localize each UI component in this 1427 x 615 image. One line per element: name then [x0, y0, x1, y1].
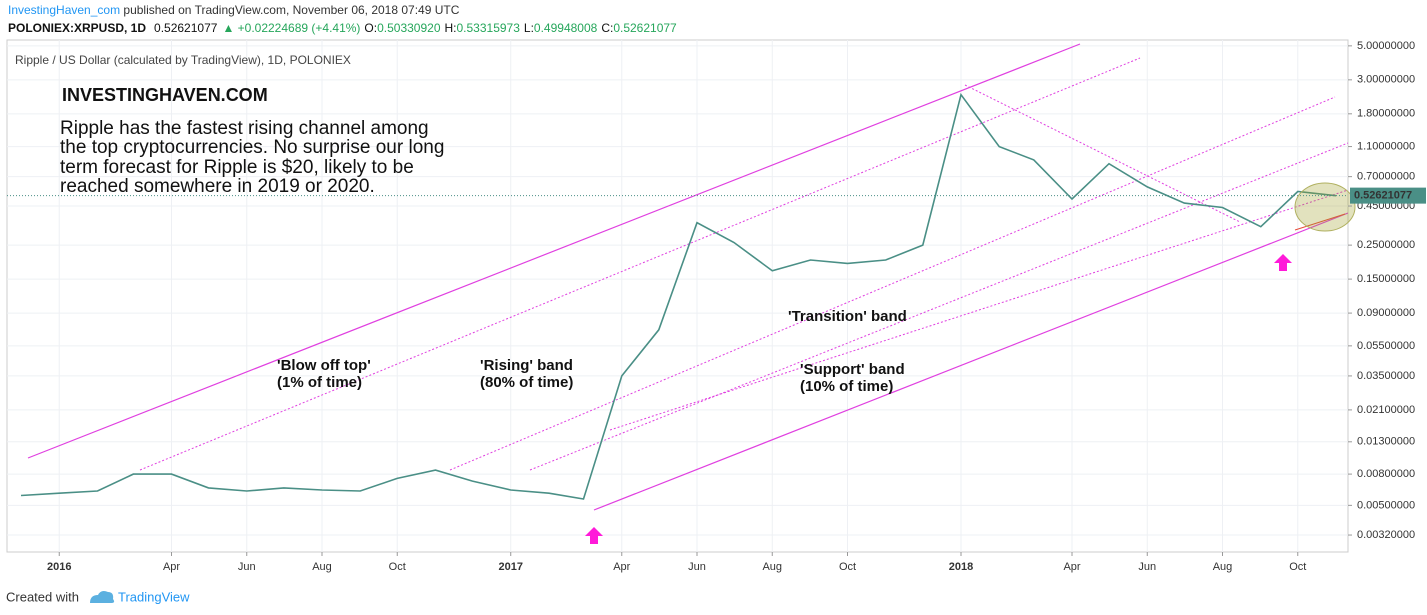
- note-line: Ripple has the fastest rising channel am…: [60, 118, 429, 139]
- channel-line: [609, 189, 1348, 431]
- x-tick-label: Apr: [1063, 561, 1080, 573]
- annotation: (10% of time): [800, 378, 893, 395]
- x-tick-label: Oct: [389, 561, 406, 573]
- y-tick-label: 0.70000000: [1357, 171, 1415, 183]
- trend-line: [964, 84, 1241, 223]
- annotation: 'Transition' band: [788, 308, 907, 325]
- y-tick-label: 0.00320000: [1357, 529, 1415, 541]
- note-line: the top cryptocurrencies. No surprise ou…: [60, 137, 444, 158]
- x-tick-label: 2016: [47, 561, 71, 573]
- x-tick-label: Oct: [839, 561, 856, 573]
- note-line: reached somewhere in 2019 or 2020.: [60, 176, 375, 197]
- ohlc-label: O:: [364, 21, 377, 35]
- x-tick-label: Oct: [1289, 561, 1306, 573]
- y-tick-label: 3.00000000: [1357, 74, 1415, 86]
- x-tick-label: Aug: [312, 561, 332, 573]
- channel-line: [27, 43, 1081, 459]
- ohlc-label: L:: [524, 21, 534, 35]
- ohlc-value: 0.52621077: [613, 21, 677, 35]
- y-tick-label: 0.09000000: [1357, 307, 1415, 319]
- price-line: [20, 92, 1337, 500]
- channel-line: [139, 57, 1141, 471]
- y-tick-label: 0.25000000: [1357, 239, 1415, 251]
- y-tick-label: 1.80000000: [1357, 108, 1415, 120]
- channel-line: [529, 142, 1348, 471]
- y-tick-label: 0.05500000: [1357, 340, 1415, 352]
- header: InvestingHaven_com published on TradingV…: [8, 3, 460, 17]
- annotation: 'Blow off top': [277, 357, 371, 374]
- drawings: [27, 43, 1348, 511]
- highlight: [1294, 182, 1356, 232]
- brand: INVESTINGHAVEN.COM: [62, 85, 268, 105]
- y-tick-label: 0.15000000: [1357, 273, 1415, 285]
- arrow: [585, 527, 603, 544]
- channel-line: [593, 212, 1348, 511]
- arrow: [1274, 254, 1292, 271]
- ohlc-label: H:: [445, 21, 457, 35]
- y-tick-label: 5.00000000: [1357, 40, 1415, 52]
- trend-line: [1294, 213, 1346, 231]
- change: ▲ +0.02224689 (+4.41%): [222, 21, 360, 35]
- plot-area: [6, 39, 1349, 553]
- y-tick-label: 0.01300000: [1357, 436, 1415, 448]
- x-tick-label: Apr: [613, 561, 630, 573]
- symbol: POLONIEX:XRPUSD, 1D: [8, 21, 146, 35]
- annotation: (80% of time): [480, 374, 573, 391]
- y-tick-label: 0.00800000: [1357, 468, 1415, 480]
- y-tick-label: 0.03500000: [1357, 370, 1415, 382]
- published-text: published on TradingView.com, November 0…: [123, 3, 459, 17]
- logo: [90, 591, 115, 603]
- publisher[interactable]: InvestingHaven_com: [8, 3, 120, 17]
- annotation: 'Support' band: [800, 361, 905, 378]
- price: 0.52621077: [154, 21, 218, 35]
- ohlc-label: C:: [601, 21, 613, 35]
- x-tick-label: Jun: [238, 561, 256, 573]
- chart-title: Ripple / US Dollar (calculated by Tradin…: [15, 53, 351, 67]
- annotation: (1% of time): [277, 374, 362, 391]
- last-price-label: 0.52621077: [1354, 190, 1412, 202]
- footer-text: Created with: [6, 589, 79, 604]
- note-line: term forecast for Ripple is $20, likely …: [60, 157, 414, 178]
- y-tick-label: 0.02100000: [1357, 404, 1415, 416]
- x-tick-label: Aug: [762, 561, 782, 573]
- ohlc-value: 0.50330920: [377, 21, 441, 35]
- channel-line: [449, 96, 1336, 471]
- y-tick-label: 1.10000000: [1357, 140, 1415, 152]
- x-tick-label: 2017: [498, 561, 522, 573]
- x-tick-label: Apr: [163, 561, 180, 573]
- x-tick-label: Aug: [1213, 561, 1233, 573]
- x-tick-label: Jun: [1138, 561, 1156, 573]
- annotation: 'Rising' band: [480, 357, 573, 374]
- quote: POLONIEX:XRPUSD, 1D 0.52621077 ▲ +0.022246…: [8, 21, 677, 35]
- ohlc-value: 0.49948008: [534, 21, 598, 35]
- last-price-box: [1350, 187, 1426, 204]
- y-tick-label: 0.00500000: [1357, 499, 1415, 511]
- x-tick-label: Jun: [688, 561, 706, 573]
- footer-brand[interactable]: TradingView: [118, 589, 190, 604]
- ohlc-value: 0.53315973: [457, 21, 521, 35]
- x-tick-label: 2018: [949, 561, 973, 573]
